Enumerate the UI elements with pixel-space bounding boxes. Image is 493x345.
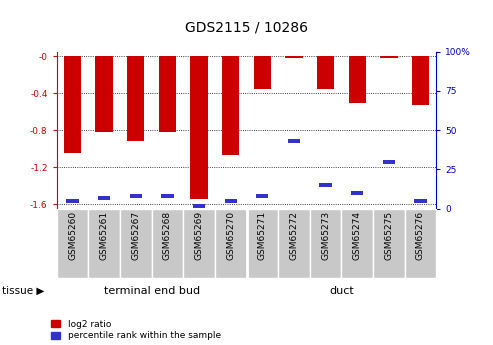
- Text: GSM65271: GSM65271: [258, 211, 267, 260]
- FancyBboxPatch shape: [88, 209, 120, 278]
- Bar: [161, 194, 174, 198]
- FancyBboxPatch shape: [341, 209, 373, 278]
- Text: GSM65268: GSM65268: [163, 211, 172, 260]
- Bar: [351, 191, 363, 195]
- Text: GSM65270: GSM65270: [226, 211, 235, 260]
- FancyBboxPatch shape: [246, 209, 278, 278]
- Text: GSM65276: GSM65276: [416, 211, 425, 260]
- Bar: [412, 56, 429, 105]
- Legend: log2 ratio, percentile rank within the sample: log2 ratio, percentile rank within the s…: [51, 320, 221, 341]
- FancyBboxPatch shape: [57, 209, 88, 278]
- Text: GSM65272: GSM65272: [289, 211, 298, 260]
- Bar: [193, 204, 205, 208]
- FancyBboxPatch shape: [152, 209, 183, 278]
- Text: GSM65269: GSM65269: [195, 211, 204, 260]
- Bar: [159, 56, 176, 132]
- FancyBboxPatch shape: [183, 209, 215, 278]
- Bar: [319, 183, 332, 187]
- Text: GSM65267: GSM65267: [131, 211, 141, 260]
- Bar: [383, 159, 395, 164]
- FancyBboxPatch shape: [310, 209, 341, 278]
- Bar: [317, 56, 334, 89]
- Bar: [349, 56, 366, 102]
- Bar: [222, 56, 240, 155]
- Bar: [67, 199, 78, 203]
- FancyBboxPatch shape: [373, 209, 405, 278]
- Text: terminal end bud: terminal end bud: [104, 286, 200, 296]
- Text: GSM65273: GSM65273: [321, 211, 330, 260]
- Text: GSM65261: GSM65261: [100, 211, 108, 260]
- Bar: [190, 56, 208, 199]
- Bar: [98, 196, 110, 200]
- Bar: [285, 56, 303, 58]
- Bar: [130, 194, 142, 198]
- Bar: [64, 56, 81, 153]
- Bar: [415, 199, 426, 203]
- Bar: [225, 199, 237, 203]
- Text: duct: duct: [329, 286, 354, 296]
- FancyBboxPatch shape: [405, 209, 436, 278]
- FancyBboxPatch shape: [120, 209, 152, 278]
- FancyBboxPatch shape: [278, 209, 310, 278]
- Bar: [256, 194, 268, 198]
- Bar: [96, 56, 113, 132]
- Text: GSM65260: GSM65260: [68, 211, 77, 260]
- Bar: [127, 56, 144, 141]
- Bar: [380, 56, 397, 58]
- Text: GSM65275: GSM65275: [385, 211, 393, 260]
- Bar: [253, 56, 271, 89]
- Bar: [288, 139, 300, 143]
- Text: GDS2115 / 10286: GDS2115 / 10286: [185, 20, 308, 34]
- Text: GSM65274: GSM65274: [352, 211, 362, 260]
- Text: tissue ▶: tissue ▶: [2, 286, 45, 296]
- FancyBboxPatch shape: [215, 209, 246, 278]
